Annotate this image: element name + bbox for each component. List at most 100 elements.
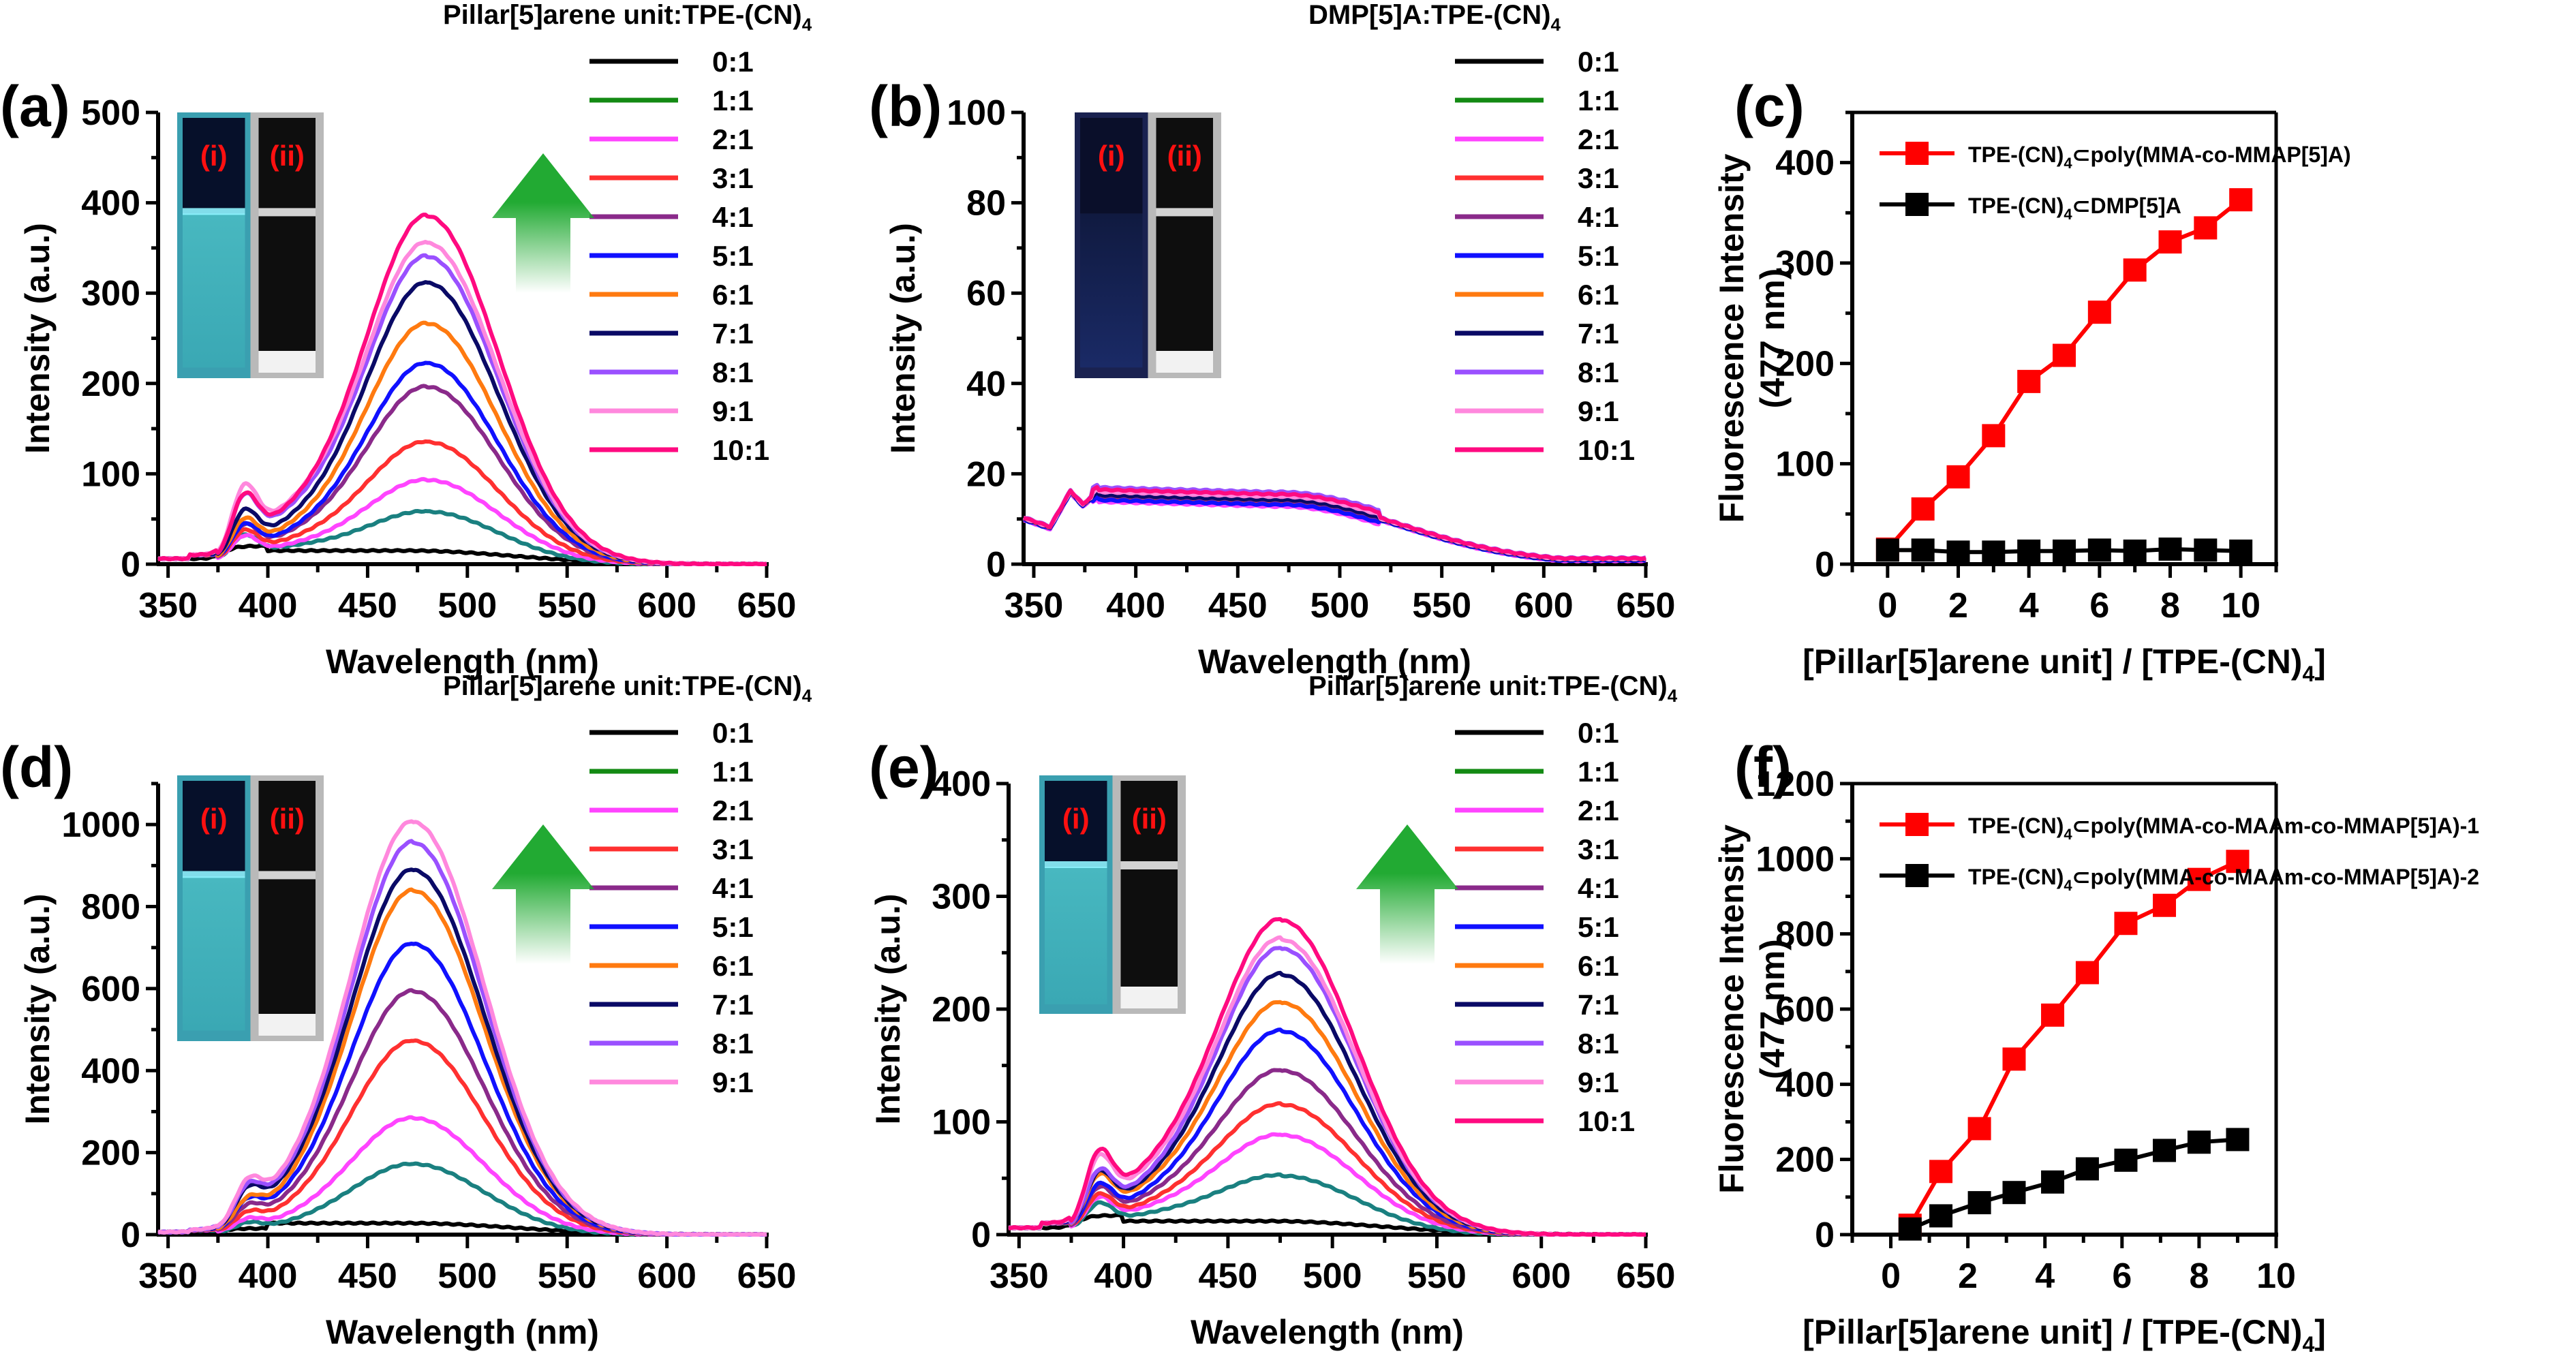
x-axis-title: Wavelength (nm) [326, 643, 599, 681]
legend-item[interactable]: 5:1 [589, 240, 754, 272]
legend-item[interactable]: TPE-(CN)4⊂poly(MMA-co-MAAm-co-MMAP[5]A)-… [1880, 864, 2479, 894]
legend-item[interactable]: 0:1 [1455, 46, 1619, 78]
legend-item[interactable]: 1:1 [589, 756, 754, 788]
data-point-marker [2075, 961, 2099, 985]
legend-item[interactable]: 2:1 [1455, 123, 1619, 155]
legend-item[interactable]: 4:1 [1455, 201, 1619, 233]
legend-item[interactable]: 3:1 [1455, 833, 1619, 865]
cuvette-i-solution [1045, 867, 1107, 1004]
legend-label: TPE-(CN)4⊂poly(MMA-co-MAAm-co-MMAP[5]A)-… [1968, 814, 2479, 843]
increase-arrow-icon [1356, 824, 1458, 964]
legend-marker [1905, 813, 1929, 836]
x-tick-label: 400 [1106, 586, 1165, 625]
legend-item[interactable]: 1:1 [1455, 84, 1619, 117]
legend-item[interactable]: TPE-(CN)4⊂poly(MMA-co-MMAP[5]A) [1880, 142, 2351, 172]
legend-item[interactable]: 5:1 [589, 911, 754, 943]
legend-item[interactable]: 5:1 [1455, 911, 1619, 943]
legend-item[interactable]: 3:1 [1455, 162, 1619, 194]
data-point-marker [2114, 912, 2138, 936]
legend-item[interactable]: 8:1 [589, 356, 754, 388]
chart-panel-b: 0 20 40 60 80 100 350 400 450 500 550 600 650 Wavelen… [869, 0, 1675, 681]
legend-label: 4:1 [1578, 872, 1619, 904]
legend-item[interactable]: 1:1 [1455, 756, 1619, 788]
legend-item[interactable]: 8:1 [589, 1027, 754, 1060]
legend-item[interactable]: 6:1 [1455, 279, 1619, 311]
legend-item[interactable]: 10:1 [1455, 434, 1635, 466]
legend-item[interactable]: 0:1 [589, 717, 754, 749]
y-tick-label: 500 [81, 93, 140, 133]
x-tick-label: 2 [1958, 1256, 1978, 1296]
legend-label: 9:1 [1578, 395, 1619, 427]
legend-label-sub: 4 [2064, 206, 2072, 223]
data-point-marker [2226, 1128, 2250, 1152]
legend-item[interactable]: 9:1 [589, 395, 754, 427]
legend-item[interactable]: 3:1 [589, 833, 754, 865]
legend-item[interactable]: 3:1 [589, 162, 754, 194]
legend-item[interactable]: 7:1 [1455, 989, 1619, 1021]
chart-panel-e: 0 100 200 300 400 350 400 450 500 550 600 650 Wavele… [869, 671, 1678, 1351]
legend-label: TPE-(CN)4⊂poly(MMA-co-MMAP[5]A) [1968, 142, 2351, 172]
x-tick-label: 6 [2112, 1256, 2132, 1296]
legend-item[interactable]: 4:1 [1455, 872, 1619, 904]
legend-title: Pillar[5]arene unit:TPE-(CN)4 [443, 0, 812, 35]
y-tick-label: 100 [81, 454, 140, 494]
legend-item[interactable]: 9:1 [1455, 395, 1619, 427]
legend-label: 10:1 [712, 434, 769, 466]
legend-item[interactable]: 10:1 [589, 434, 769, 466]
data-point-marker [1967, 1191, 1991, 1215]
x-tick-label: 450 [1208, 586, 1268, 625]
y-tick-label: 200 [932, 990, 991, 1030]
legend-item[interactable]: 2:1 [589, 123, 754, 155]
legend-item[interactable]: 0:1 [589, 46, 754, 78]
legend-item[interactable]: 1:1 [589, 84, 754, 117]
legend-item[interactable]: TPE-(CN)4⊂DMP[5]A [1880, 193, 2181, 223]
x-axis-title-sub: 4 [2302, 662, 2314, 686]
legend-item[interactable]: 2:1 [589, 794, 754, 826]
cuvette-ii-body [258, 781, 316, 1019]
inset-label-i: (i) [200, 803, 228, 835]
legend-item[interactable]: 7:1 [589, 989, 754, 1021]
legend-item[interactable]: 4:1 [589, 872, 754, 904]
legend-item[interactable]: 4:1 [589, 201, 754, 233]
y-axis-title-line2: (477 nm) [1753, 268, 1792, 409]
x-axis-title: Wavelength (nm) [1198, 643, 1471, 681]
legend-item[interactable]: 5:1 [1455, 240, 1619, 272]
legend-label-post: ⊂poly(MMA-co-MAAm-co-MMAP[5]A)-2 [2072, 865, 2479, 889]
legend-item[interactable]: 7:1 [1455, 318, 1619, 350]
legend-item[interactable]: 10:1 [1455, 1105, 1635, 1137]
data-point-marker [2123, 258, 2147, 282]
legend-label: 2:1 [1578, 123, 1619, 155]
x-tick-label: 8 [2189, 1256, 2209, 1296]
legend-item[interactable]: 0:1 [1455, 717, 1619, 749]
legend-label: 3:1 [1578, 833, 1619, 865]
legend-item[interactable]: 8:1 [1455, 1027, 1619, 1060]
legend-item[interactable]: 2:1 [1455, 794, 1619, 826]
y-tick-label: 200 [81, 365, 140, 404]
legend-label: 10:1 [1578, 434, 1635, 466]
legend-item[interactable]: 8:1 [1455, 356, 1619, 388]
legend-item[interactable]: 9:1 [589, 1066, 754, 1098]
legend-item[interactable]: 6:1 [589, 950, 754, 982]
x-tick-label: 550 [1407, 1256, 1467, 1296]
x-axis-title: [Pillar[5]arene unit] / [TPE-(CN)4] [1803, 643, 2326, 686]
data-point-marker [2087, 300, 2111, 324]
legend-item[interactable]: TPE-(CN)4⊂poly(MMA-co-MAAm-co-MMAP[5]A)-… [1880, 813, 2479, 843]
legend-item[interactable]: 9:1 [1455, 1066, 1619, 1098]
legend-label: 9:1 [712, 395, 754, 427]
legend-item[interactable]: 6:1 [589, 279, 754, 311]
inset-label-i: (i) [1062, 803, 1090, 835]
inset-label-i: (i) [200, 140, 228, 172]
cuvette-ii-meniscus [1120, 861, 1178, 869]
y-axis-title: Intensity (a.u.) [18, 223, 57, 454]
data-point-marker [2158, 537, 2182, 561]
legend-item[interactable]: 6:1 [1455, 950, 1619, 982]
legend-item[interactable]: 7:1 [589, 318, 754, 350]
y-tick-label: 20 [966, 454, 1006, 494]
data-point-marker [2002, 1047, 2026, 1071]
x-tick-label: 0 [1881, 1256, 1901, 1296]
panel-label: (a) [0, 74, 70, 138]
legend-label: 2:1 [1578, 794, 1619, 826]
cuvette-ii-bottom-glow [1156, 351, 1213, 373]
cuvette-ii-body [1120, 781, 1178, 992]
